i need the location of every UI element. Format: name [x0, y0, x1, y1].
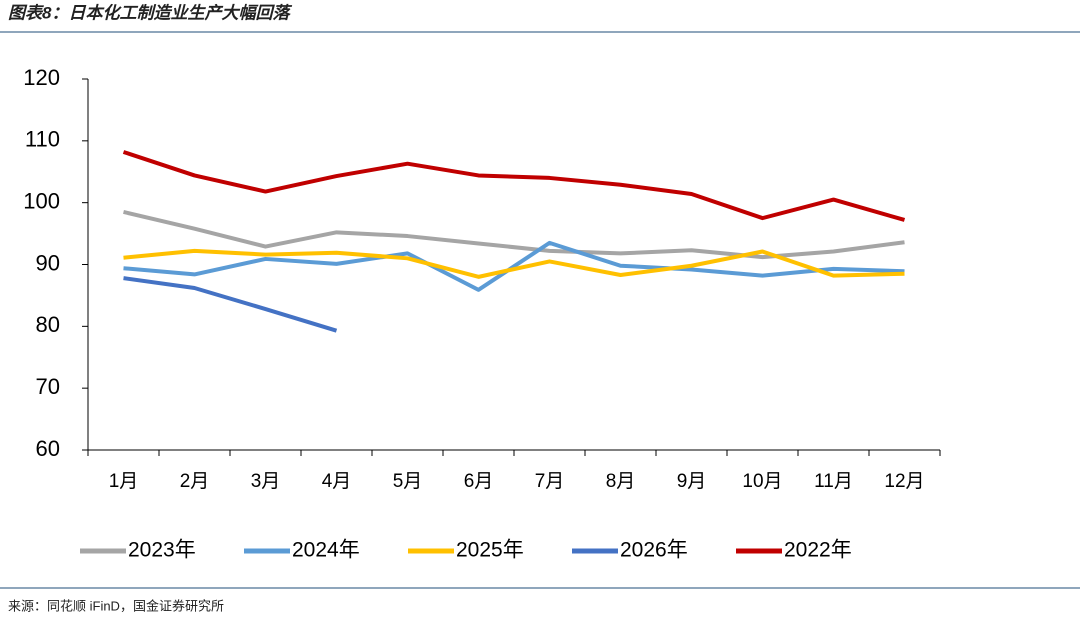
y-tick-label: 90 — [36, 250, 60, 275]
x-tick-label: 1月 — [109, 471, 139, 492]
series-line — [123, 276, 338, 333]
x-tick-label: 6月 — [464, 471, 494, 492]
y-tick-label: 100 — [23, 188, 60, 213]
series-line — [123, 209, 905, 260]
x-tick-label: 12月 — [884, 471, 924, 492]
x-tick-label: 11月 — [814, 471, 853, 492]
x-tick-label: 8月 — [606, 471, 636, 492]
x-tick-label: 10月 — [742, 471, 782, 492]
x-tick-label: 2月 — [180, 471, 210, 492]
y-tick-label: 70 — [36, 374, 60, 399]
y-tick-label: 80 — [36, 312, 60, 337]
legend-label: 2022年 — [784, 539, 852, 562]
figure-title: 图表8：日本化工制造业生产大幅回落 — [8, 3, 292, 22]
source: 来源：同花顺 iFinD，国金证券研究所 — [8, 598, 224, 613]
x-tick-label: 9月 — [677, 471, 707, 492]
y-tick-label: 60 — [36, 436, 60, 461]
legend-label: 2026年 — [620, 539, 688, 562]
y-tick-label: 120 — [23, 65, 60, 90]
y-tick-label: 110 — [25, 127, 60, 152]
legend-label: 2024年 — [292, 539, 360, 562]
series-line — [122, 150, 906, 222]
x-tick-label: 5月 — [393, 471, 423, 492]
x-tick-label: 7月 — [535, 471, 565, 492]
legend-label: 2023年 — [128, 539, 196, 562]
series-line — [123, 240, 905, 292]
series-line — [123, 248, 905, 279]
legend-label: 2025年 — [456, 539, 524, 562]
x-tick-label: 4月 — [322, 471, 352, 492]
x-tick-label: 3月 — [251, 471, 281, 492]
